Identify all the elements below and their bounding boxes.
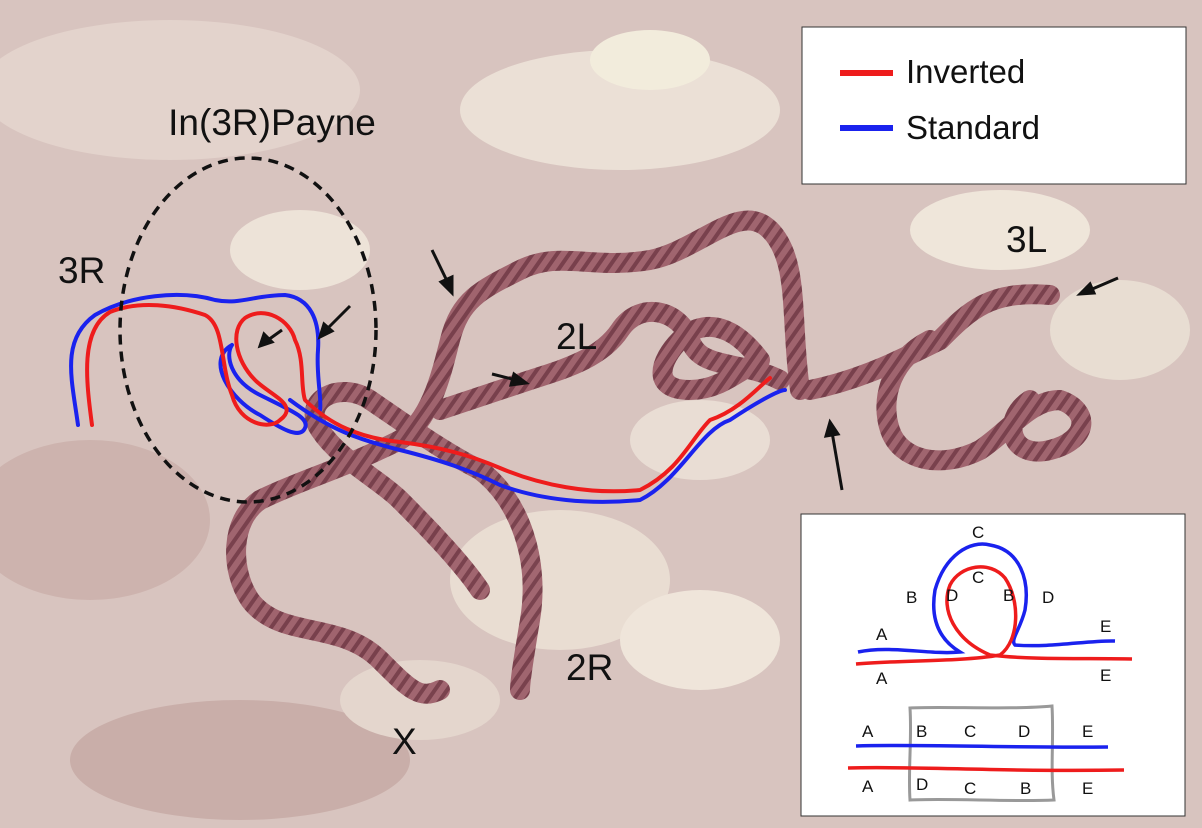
arrow-icon <box>257 328 283 349</box>
inset-loop-inverted <box>855 565 1133 666</box>
inversion-ellipse <box>118 156 378 504</box>
arrow-icon <box>317 304 352 340</box>
chromosome-arm-2R <box>304 381 543 700</box>
inset-loop-red-b: B <box>1003 586 1014 605</box>
inset-linear-red-a: A <box>862 777 874 796</box>
arm-3R-tracing <box>69 293 787 504</box>
legend-label-standard: Standard <box>906 109 1040 146</box>
chromosome-arms <box>226 210 1092 704</box>
arrow-icon <box>430 249 454 297</box>
inset-loop-blue-e: E <box>1100 617 1111 636</box>
inset-loop-blue-a: A <box>876 625 888 644</box>
arm-label-3L: 3L <box>1006 219 1047 260</box>
inset-linear-red-b: B <box>1020 779 1031 798</box>
arrow-icon <box>1076 276 1119 296</box>
arm-label-X: X <box>392 721 417 762</box>
legend: Inverted Standard <box>801 26 1187 185</box>
inset-loop-blue-c: C <box>972 523 984 542</box>
inset-linear-blue-e: E <box>1082 722 1093 741</box>
inset-linear-inverted <box>847 765 1125 773</box>
inset-linear-blue-c: C <box>964 722 976 741</box>
inset-loop-red-d: D <box>946 586 958 605</box>
chromosome-arm-2L <box>390 210 810 450</box>
inset-loop-red-c: C <box>972 568 984 587</box>
arm-label-2R: 2R <box>566 647 613 688</box>
inversion-label: In(3R)Payne <box>168 102 376 143</box>
inset-linear-red-c: C <box>964 779 976 798</box>
chromosome-arm-3L <box>800 284 1092 471</box>
inset-linear-red-e: E <box>1082 779 1093 798</box>
inset-schematic: C B D A E C D B A E A B C D E A D C B E <box>800 513 1186 817</box>
arrows <box>257 249 1119 491</box>
inset-linear-blue-d: D <box>1018 722 1030 741</box>
inset-loop-red-e: E <box>1100 666 1111 685</box>
inset-linear-blue-b: B <box>916 722 927 741</box>
chromosome-arm-2L-inner <box>430 302 790 420</box>
legend-label-inverted: Inverted <box>906 53 1025 90</box>
arrow-icon <box>823 418 844 491</box>
arm-label-2L: 2L <box>556 316 597 357</box>
arrow-icon <box>491 371 530 387</box>
inset-linear-red-d: D <box>916 775 928 794</box>
chromosome-arm-2L-coil <box>652 317 770 400</box>
inset-linear-standard <box>855 743 1109 749</box>
arm-label-3R: 3R <box>58 250 105 291</box>
inset-linear-blue-a: A <box>862 722 874 741</box>
inverted-trace <box>85 302 772 494</box>
chromosome-arm-X <box>226 430 450 704</box>
inset-loop-blue-d: D <box>1042 588 1054 607</box>
inset-loop-red-a: A <box>876 669 888 688</box>
inset-loop-standard <box>857 542 1116 655</box>
inverted-segment-box <box>907 704 1056 803</box>
inset-loop-blue-b: B <box>906 588 917 607</box>
